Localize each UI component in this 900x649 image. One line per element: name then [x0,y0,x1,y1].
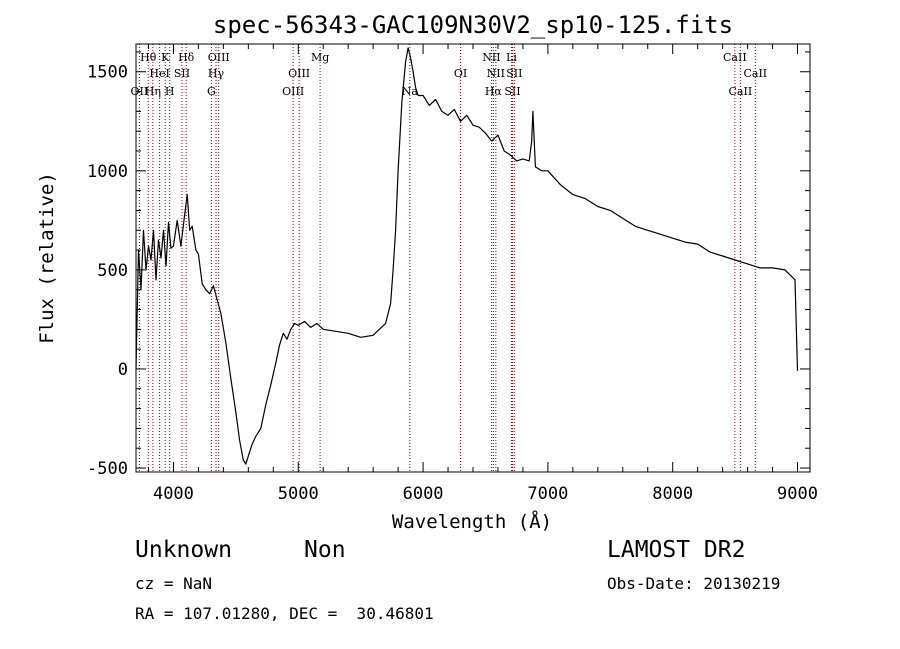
x-tick-label: 8000 [652,484,693,504]
plot-frame [135,43,811,473]
marker-label: NII [487,67,505,80]
marker-label: Hδ [178,51,195,64]
spectrum-series [135,47,799,465]
marker-label: OIII [208,51,230,64]
marker-label: SII [504,85,520,98]
observation-date: Obs-Date: 20130219 [607,574,781,593]
y-tick-label: 1500 [87,63,128,83]
marker-label: Na [402,85,419,98]
object-class: Unknown [135,537,232,563]
marker-label: OIII [282,85,304,98]
survey-name: LAMOST DR2 [607,537,746,563]
marker-label: HeI [149,67,169,80]
y-tick-label: 0 [118,360,128,380]
marker-label: G [207,85,216,98]
y-axis-label: Flux (relative) [36,172,58,344]
marker-label: Hγ [208,67,225,80]
marker-label: Hθ [140,51,157,64]
object-subclass: Non [304,537,346,563]
marker-label: H [165,85,175,98]
redshift-value: cz = NaN [135,574,213,593]
emission-line-markers: OIIHθHηHeIKHSIIHδGHγOIIIOIIIOIIIMgNaOINI… [131,44,767,472]
marker-label: K [161,51,170,64]
marker-label: Mg [311,51,329,64]
x-tick-label: 4000 [153,484,194,504]
chart-title: spec-56343-GAC109N30V2_sp10-125.fits [213,11,733,39]
y-tick-label: 500 [97,261,128,281]
marker-label: CaII [729,85,753,98]
marker-label: SII [506,67,522,80]
y-axis-ticks: -500 0 500 1000 1500 [87,51,810,479]
marker-label: OI [454,67,467,80]
y-tick-label: -500 [87,459,128,479]
marker-label: Hα [485,85,503,98]
x-axis-ticks: 4000 5000 6000 7000 8000 9000 [147,44,818,504]
marker-label: Hη [145,85,161,98]
sky-coordinates: RA = 107.01280, DEC = 30.46801 [135,604,434,623]
x-axis-label: Wavelength (Å) [392,510,552,533]
x-tick-label: 7000 [527,484,568,504]
x-tick-label: 6000 [403,484,444,504]
marker-label: Li [506,51,517,64]
y-tick-label: 1000 [87,162,128,182]
marker-label: NII [482,51,500,64]
marker-label: CaII [743,67,767,80]
x-tick-label: 5000 [278,484,319,504]
x-tick-label: 9000 [777,484,818,504]
marker-label: SII [174,67,190,80]
marker-label: OIII [288,67,310,80]
spectrum-line [135,47,799,465]
marker-label: CaII [723,51,747,64]
